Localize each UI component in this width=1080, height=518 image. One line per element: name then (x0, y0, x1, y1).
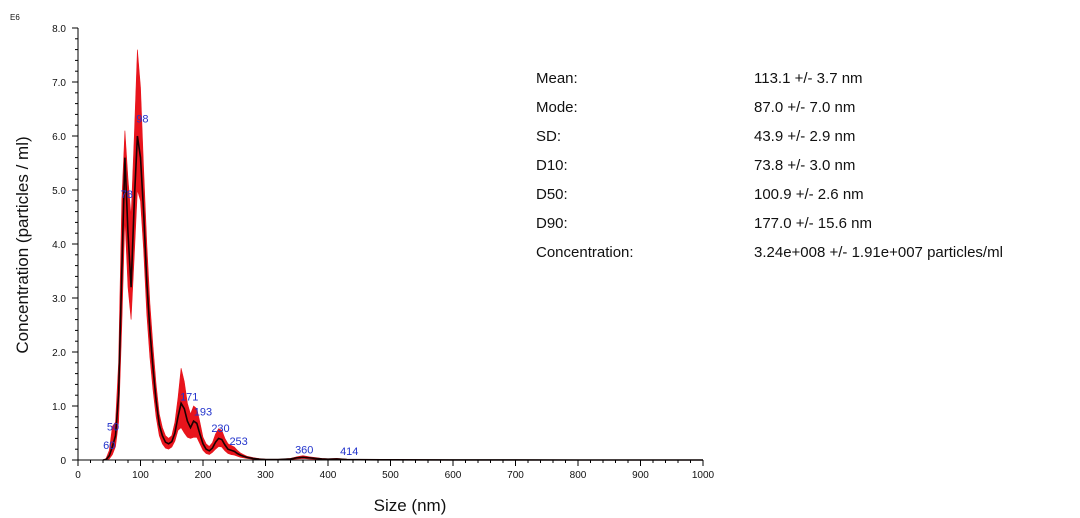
peak-label: 98 (136, 114, 148, 126)
peak-label: 171 (180, 392, 198, 404)
peak-label: 193 (194, 407, 212, 419)
y-tick-label: 0 (60, 456, 66, 467)
x-tick-label: 0 (75, 470, 81, 481)
x-tick-label: 1000 (692, 470, 715, 481)
peak-label: 414 (340, 446, 358, 458)
stat-value: 43.9 +/- 2.9 nm (754, 128, 856, 145)
stat-name: Mode: (536, 99, 578, 116)
x-tick-label: 400 (320, 470, 337, 481)
stat-name: SD: (536, 128, 562, 145)
y-tick-label: 4.0 (52, 240, 66, 251)
x-tick-label: 500 (382, 470, 399, 481)
stat-name: D50: (536, 186, 568, 203)
y-axis-title: Concentration (particles / ml) (13, 136, 32, 353)
peak-label: 60 (103, 440, 115, 452)
y-tick-label: 2.0 (52, 348, 66, 359)
peak-label: 253 (229, 436, 247, 448)
x-tick-label: 300 (257, 470, 274, 481)
peak-label: 360 (295, 445, 313, 457)
y-tick-label: 7.0 (52, 78, 66, 89)
y-tick-label: 8.0 (52, 24, 66, 35)
y-tick-label: 1.0 (52, 402, 66, 413)
mean-line (102, 135, 703, 461)
y-exponent-label: E6 (10, 13, 20, 22)
stat-value: 100.9 +/- 2.6 nm (754, 186, 864, 203)
peak-label: 230 (211, 423, 229, 435)
x-tick-label: 200 (195, 470, 212, 481)
stat-value: 87.0 +/- 7.0 nm (754, 99, 856, 116)
stat-value: 73.8 +/- 3.0 nm (754, 157, 856, 174)
stat-name: Mean: (536, 70, 578, 87)
x-tick-label: 800 (570, 470, 587, 481)
x-tick-label: 900 (632, 470, 649, 481)
y-axis: 0 1.0 2.0 3.0 4.0 5.0 6.0 7.0 8.0 (52, 24, 79, 467)
plot-area (102, 49, 703, 461)
y-tick-label: 6.0 (52, 132, 66, 143)
y-tick-label: 3.0 (52, 294, 66, 305)
stat-value: 3.24e+008 +/- 1.91e+007 particles/ml (754, 244, 1003, 261)
stat-value: 113.1 +/- 3.7 nm (754, 70, 863, 87)
peak-label: 50 (107, 421, 119, 433)
x-tick-label: 600 (445, 470, 462, 481)
x-tick-label: 100 (132, 470, 149, 481)
stat-name: D10: (536, 157, 568, 174)
x-axis: 0 100 200 300 400 500 600 700 800 900 1000 (75, 459, 715, 481)
stat-name: Concentration: (536, 244, 634, 261)
x-axis-title: Size (nm) (374, 496, 447, 515)
stat-value: 177.0 +/- 15.6 nm (754, 215, 872, 232)
error-band (102, 49, 703, 461)
x-tick-label: 700 (507, 470, 524, 481)
stat-name: D90: (536, 215, 568, 232)
peak-label: 78 (121, 189, 133, 201)
y-tick-label: 5.0 (52, 186, 66, 197)
